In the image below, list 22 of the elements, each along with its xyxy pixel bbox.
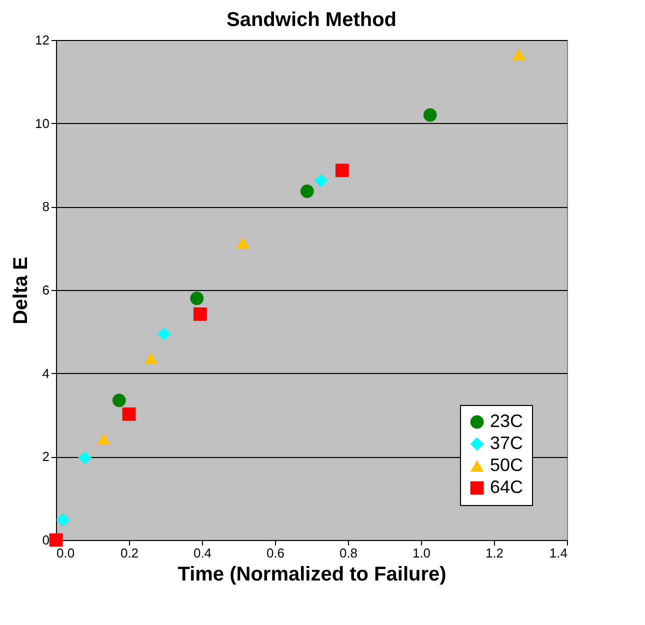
y-tick-label: 10 (35, 116, 50, 131)
y-tick-label: 6 (42, 282, 50, 298)
y-tick-label: 0 (42, 532, 50, 548)
x-tick-label: 1.2 (485, 546, 504, 560)
x-tick-label: 0.2 (120, 546, 139, 560)
y-axis-title: Delta E (10, 256, 32, 324)
chart-title: Sandwich Method (226, 9, 396, 31)
x-tick-label: 0.4 (193, 546, 212, 560)
y-tick-label: 12 (35, 32, 50, 48)
y-tick-label: 2 (42, 449, 50, 464)
y-tick-label: 8 (42, 199, 50, 214)
x-tick-label: 1.0 (412, 546, 431, 560)
x-tick-label: 0.6 (266, 546, 285, 560)
x-tick-label: 0.0 (56, 546, 75, 560)
x-tick-label: 1.4 (549, 546, 568, 560)
legend-label: 23C (490, 411, 524, 431)
legend-label: 50C (490, 455, 524, 475)
legend-label: 64C (490, 477, 524, 497)
legend-label: 37C (490, 433, 524, 453)
y-tick-label: 4 (42, 366, 50, 381)
x-axis-title: Time (Normalized to Failure) (178, 564, 446, 586)
x-tick-label: 0.8 (339, 546, 358, 560)
